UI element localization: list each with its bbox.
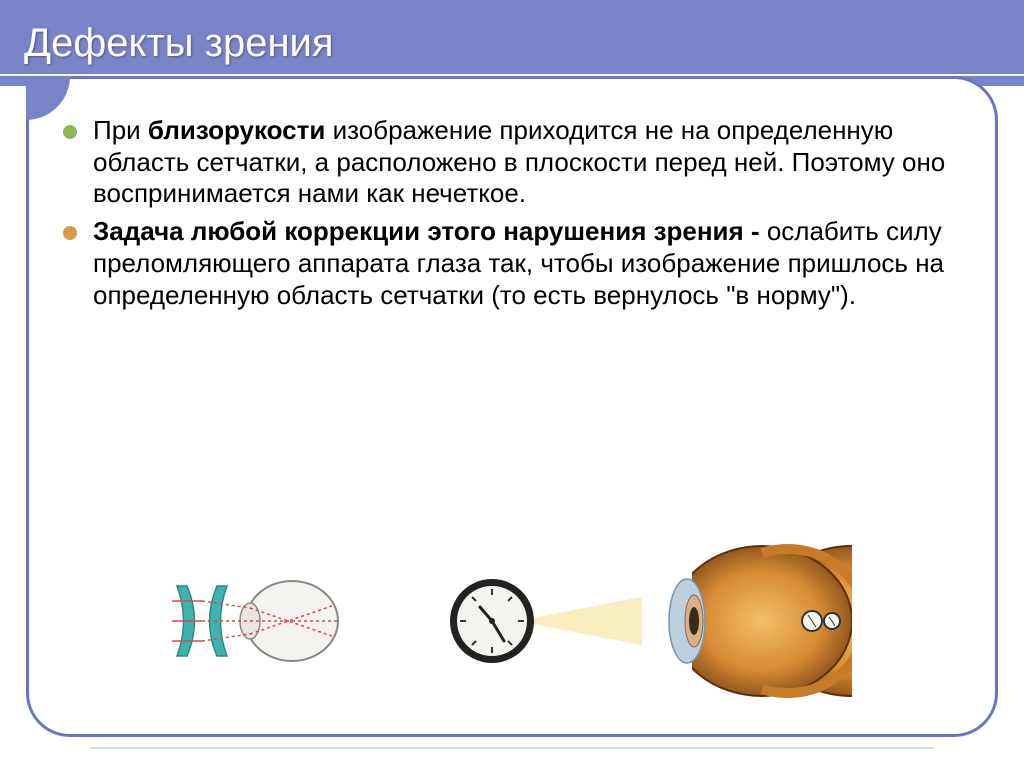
footer-line — [90, 747, 934, 749]
slide-header: Дефекты зрения — [0, 0, 1024, 86]
diagram-row — [29, 541, 995, 706]
bullet-dot-icon — [63, 125, 77, 139]
bullet-dot-icon — [63, 226, 77, 240]
bullet-text: Задача любой коррекции этого нарушения з… — [93, 216, 961, 311]
slide-title: Дефекты зрения — [24, 21, 334, 66]
clock-eye-diagram — [432, 541, 852, 706]
bullet-list: При близорукости изображение приходится … — [63, 115, 961, 311]
bullet-item: При близорукости изображение приходится … — [63, 115, 961, 210]
bullet-item: Задача любой коррекции этого нарушения з… — [63, 216, 961, 311]
bullet-text: При близорукости изображение приходится … — [93, 115, 961, 210]
content-frame: При близорукости изображение приходится … — [26, 76, 998, 737]
frame-corner — [26, 76, 70, 120]
lens-correction-diagram — [172, 566, 352, 681]
